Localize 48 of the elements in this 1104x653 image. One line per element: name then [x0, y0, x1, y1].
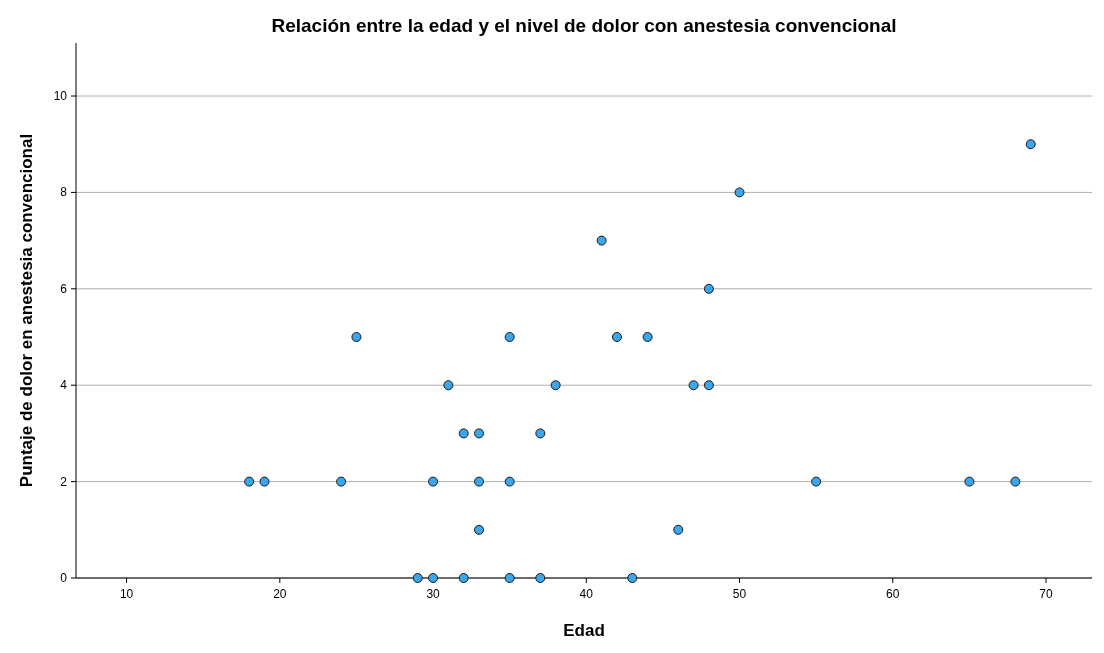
- point: [627, 573, 638, 583]
- point: [703, 380, 714, 391]
- point: [811, 476, 822, 487]
- y-tick-label: 4: [60, 378, 68, 393]
- x-tick-label: 40: [579, 587, 594, 601]
- x-tick-label: 10: [119, 587, 134, 601]
- point: [673, 524, 684, 535]
- point: [550, 380, 561, 391]
- point: [642, 332, 653, 343]
- point: [504, 573, 515, 583]
- point: [504, 476, 515, 487]
- point: [703, 283, 714, 294]
- point: [1010, 476, 1021, 487]
- point: [458, 428, 469, 439]
- y-tick-label: 8: [60, 185, 68, 200]
- point: [474, 476, 485, 487]
- x-tick-label: 20: [273, 587, 287, 601]
- point: [428, 476, 439, 487]
- point: [351, 332, 362, 343]
- y-axis-title: Puntaje de dolor en anestesia convencional: [17, 133, 36, 488]
- y-tick-label: 6: [60, 281, 68, 296]
- point: [412, 573, 423, 583]
- y-tick-label: 0: [60, 571, 68, 585]
- point: [259, 476, 270, 487]
- point: [474, 524, 485, 535]
- point: [244, 476, 255, 487]
- x-tick-label: 60: [886, 587, 900, 601]
- point: [336, 476, 347, 487]
- y-tick-label: 2: [60, 474, 68, 489]
- x-tick-label: 70: [1039, 587, 1054, 601]
- point: [688, 380, 699, 391]
- y-tick-label: 10: [53, 89, 68, 104]
- point: [504, 332, 515, 343]
- point: [596, 235, 607, 246]
- point: [964, 476, 975, 487]
- point: [734, 187, 745, 198]
- point: [458, 573, 469, 583]
- point: [474, 428, 485, 439]
- point: [443, 380, 454, 391]
- point: [428, 573, 439, 583]
- point: [535, 428, 546, 439]
- point: [1025, 139, 1036, 150]
- x-tick-label: 50: [732, 587, 747, 601]
- point: [611, 332, 622, 343]
- x-tick-label: 30: [426, 587, 441, 601]
- chart-title: Relación entre la edad y el nivel de dolor con anestesia convencional: [271, 15, 897, 36]
- point: [535, 573, 546, 583]
- x-axis-title: Edad: [563, 621, 605, 640]
